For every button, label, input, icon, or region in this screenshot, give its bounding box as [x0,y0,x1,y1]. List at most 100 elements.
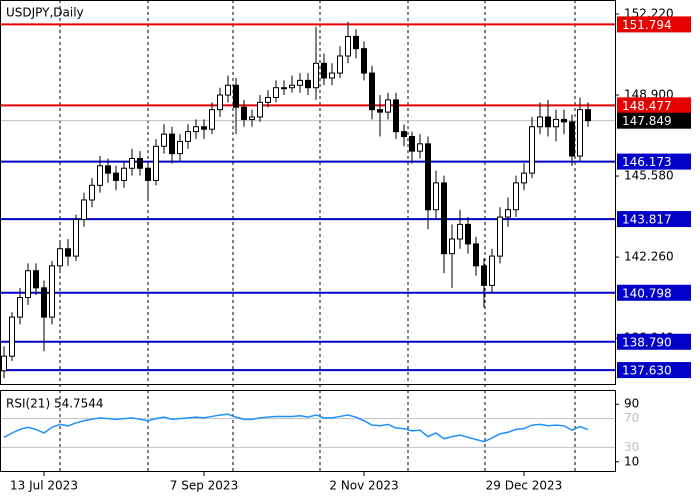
level-label: 138.790 [622,335,672,349]
candle-body [441,182,447,255]
candle-body [185,131,191,142]
candle-body [65,248,71,257]
candle-body [137,157,143,169]
candle-body [113,172,119,181]
candle-body [241,106,247,120]
candle-body [73,218,79,257]
candle-body [17,297,23,318]
price-pane [0,13,619,379]
candle-body [433,182,439,211]
candle-body [513,182,519,211]
candle-body [225,84,231,96]
candle-body [329,72,335,79]
level-label: 143.817 [622,213,672,227]
chart-title: USDJPY,Daily [6,6,84,20]
x-tick-label: 2 Nov 2023 [329,479,398,493]
candle-body [409,136,415,152]
candle-body [129,157,135,169]
x-tick-label: 7 Sep 2023 [170,479,238,493]
candle-body [305,79,311,89]
rsi-line [3,413,589,443]
y-tick-label: 145.580 [624,169,674,183]
candle-body [529,126,535,174]
candle-body [201,126,207,130]
level-label-box [617,362,691,379]
candle-body [481,265,487,286]
candle-body [249,116,255,120]
candle-body [81,199,87,220]
y-tick-label: 90 [624,397,639,411]
current-price-label: 147.849 [622,114,672,128]
level-label-box [617,153,691,170]
level-label: 137.630 [622,364,672,378]
candle-body [193,126,199,133]
candle-body [353,35,359,50]
candle-body [1,355,7,372]
candle-body [449,238,455,255]
candle-body [121,167,127,181]
candle-body [41,287,47,318]
rsi-frame [0,390,616,472]
candle-body [281,87,287,90]
candle-body [217,94,223,111]
candle-body [345,35,351,57]
candle-body [153,145,159,181]
candle-body [393,99,399,133]
level-label: 151.794 [622,18,672,32]
candle-body [289,84,295,89]
candle-body [297,79,303,86]
candle-body [585,109,591,122]
y-tick-label: 10 [624,454,639,468]
candle-body [505,209,511,218]
candle-body [89,184,95,201]
candle-body [57,248,63,267]
level-label: 146.173 [622,155,672,169]
candle-body [537,116,543,128]
candle-body [265,96,271,103]
time-grid [59,0,576,471]
level-label-box [617,211,691,228]
candle-body [49,265,55,318]
candle-body [489,255,495,286]
candle-body [169,133,175,155]
rsi-level-label: 30 [624,440,639,454]
y-tick-label: 142.260 [624,250,674,264]
candle-body [321,62,327,79]
candle-body [521,172,527,184]
candle-body [337,55,343,74]
candle-body [9,316,15,357]
candle-body [417,143,423,152]
candle-body [401,131,407,138]
rsi-title: RSI(21) 54.7544 [6,397,104,411]
candle-body [97,165,103,186]
candle-body [313,62,319,89]
level-label-box [617,284,691,301]
candle-body [465,223,471,245]
level-label-box [617,97,691,114]
current-price-box [617,112,691,129]
candle-body [177,140,183,155]
candle-body [361,48,367,74]
candle-body [369,72,375,111]
candle-body [425,143,431,211]
level-label-box [617,16,691,33]
candle-body [473,243,479,267]
candle-body [457,223,463,240]
candle-body [233,84,239,108]
candle-body [561,118,567,123]
level-label: 148.477 [622,99,672,113]
candle-body [569,121,575,157]
x-tick-label: 29 Dec 2023 [486,479,563,493]
candle-body [161,133,167,147]
candle-body [33,270,39,289]
candle-body [257,101,263,118]
level-label-box [617,333,691,350]
level-label: 140.798 [622,286,672,300]
candle-body [553,118,559,128]
candle-body [385,99,391,113]
candle-body [497,216,503,257]
price-frame [0,0,616,385]
candle-body [577,109,583,157]
